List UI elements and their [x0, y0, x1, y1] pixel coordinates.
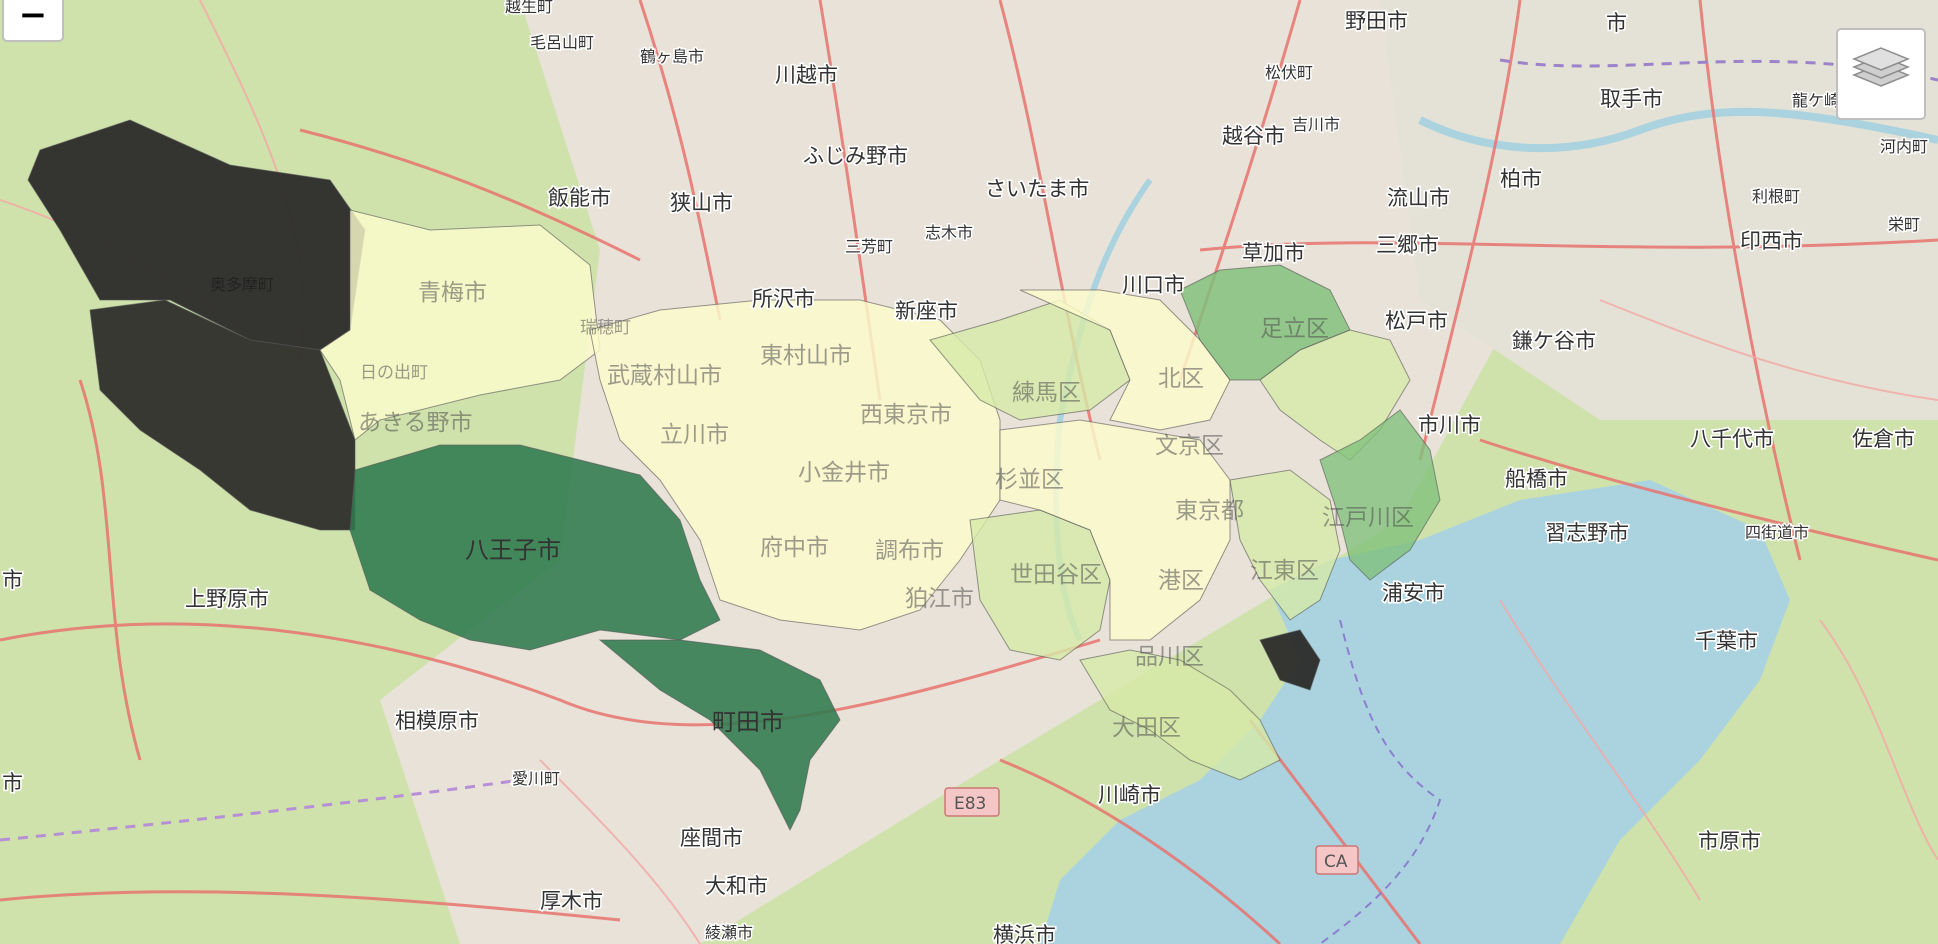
label-uenohara: 上野原市: [185, 587, 269, 611]
label-matsubushi: 松伏町: [1265, 63, 1313, 82]
label-ogose: 越生町: [505, 0, 553, 16]
label-machida: 町田市: [712, 708, 784, 736]
label-hachioji: 八王子市: [465, 536, 561, 564]
label-nagareyama: 流山市: [1387, 186, 1450, 210]
label-hanno: 飯能市: [548, 186, 611, 210]
label-aikawa: 愛川町: [512, 769, 560, 788]
label-edogawa: 江戸川区: [1322, 505, 1414, 531]
label-yoshikawa: 吉川市: [1292, 115, 1340, 134]
label-kita: 北区: [1158, 366, 1204, 392]
label-ichikawa: 市川市: [1418, 413, 1481, 437]
label-ichi-left: 市: [2, 568, 23, 592]
label-tachikawa: 立川市: [660, 422, 729, 448]
road-shield-e83: E83: [945, 788, 999, 816]
label-nishitokyo: 西東京市: [860, 402, 952, 428]
label-niiza: 新座市: [895, 299, 958, 323]
label-moroyama: 毛呂山町: [530, 33, 594, 52]
label-bunkyo: 文京区: [1155, 433, 1224, 459]
label-narashino: 習志野市: [1545, 521, 1629, 545]
label-adachi: 足立区: [1260, 316, 1329, 342]
label-komae: 狛江市: [905, 586, 974, 612]
label-atsugi: 厚木市: [540, 889, 603, 913]
label-kawasaki: 川崎市: [1098, 783, 1161, 807]
label-shinagawa: 品川区: [1135, 644, 1204, 670]
svg-text:CA: CA: [1324, 852, 1348, 872]
svg-text:E83: E83: [954, 794, 986, 814]
zoom-out-button[interactable]: −: [2, 0, 64, 42]
layers-button[interactable]: [1836, 28, 1926, 120]
label-akiruno: あきる野市: [358, 410, 473, 436]
label-kawachi: 河内町: [1880, 137, 1928, 156]
label-saitama: さいたま市: [985, 177, 1089, 201]
label-kawagoe: 川越市: [775, 63, 838, 87]
label-urayasu: 浦安市: [1382, 581, 1445, 605]
label-tokorozawa: 所沢市: [752, 287, 815, 311]
label-yokohama: 横浜市: [993, 923, 1056, 944]
label-koganei: 小金井市: [798, 460, 890, 486]
label-musashimurayama: 武蔵村山市: [607, 363, 722, 389]
label-soka: 草加市: [1242, 241, 1305, 265]
label-minato: 港区: [1158, 568, 1204, 594]
label-matsudo: 松戸市: [1385, 309, 1448, 333]
layers-icon: [1838, 30, 1924, 118]
label-kashiwa: 柏市: [1500, 167, 1542, 191]
label-yamato: 大和市: [705, 874, 768, 898]
label-zama: 座間市: [680, 826, 743, 850]
label-ome: 青梅市: [418, 280, 487, 306]
label-ichihara: 市原市: [1698, 829, 1761, 853]
label-hinode: 日の出町: [360, 363, 428, 383]
label-yotsukaido: 四街道市: [1745, 523, 1809, 542]
label-chiba: 千葉市: [1695, 629, 1758, 653]
label-tone: 利根町: [1752, 187, 1800, 206]
label-mizuho: 瑞穂町: [580, 318, 631, 338]
label-fujimino: ふじみ野市: [803, 144, 908, 168]
road-shield-ca: CA: [1316, 846, 1358, 874]
label-ryugasaki: 龍ケ崎: [1792, 91, 1840, 110]
label-ichi-left2: 市: [2, 771, 23, 795]
label-higashimurayama: 東村山市: [760, 343, 852, 369]
zoom-out-label: −: [4, 0, 62, 32]
label-noda: 野田市: [1345, 9, 1408, 33]
label-kamagaya: 鎌ケ谷市: [1512, 329, 1596, 353]
label-ayase: 綾瀬市: [705, 923, 753, 942]
label-ota: 大田区: [1112, 715, 1181, 741]
label-setagaya: 世田谷区: [1010, 562, 1102, 588]
label-funabashi: 船橋市: [1505, 467, 1568, 491]
label-sayama: 狭山市: [670, 191, 733, 215]
label-sakae: 栄町: [1888, 215, 1920, 234]
label-fuchu: 府中市: [760, 535, 829, 561]
label-miyoshi: 三芳町: [845, 237, 893, 256]
label-suginami: 杉並区: [995, 467, 1064, 493]
label-sakura: 佐倉市: [1852, 427, 1915, 451]
label-kawaguchi: 川口市: [1122, 273, 1185, 297]
label-ichi-top: 市: [1606, 11, 1627, 35]
label-nerima: 練馬区: [1012, 380, 1081, 406]
label-toride: 取手市: [1600, 87, 1663, 111]
label-shiki: 志木市: [925, 223, 973, 242]
label-tokyo: 東京都: [1175, 498, 1244, 524]
label-inzai: 印西市: [1740, 229, 1803, 253]
label-chofu: 調布市: [875, 538, 944, 564]
label-misato: 三郷市: [1376, 233, 1439, 257]
label-tsurugashima: 鶴ヶ島市: [640, 47, 704, 66]
label-sagamihara: 相模原市: [395, 709, 479, 733]
label-koto: 江東区: [1250, 558, 1319, 584]
label-koshigaya: 越谷市: [1222, 124, 1285, 148]
label-yachiyo: 八千代市: [1690, 427, 1774, 451]
label-okutama: 奥多摩町: [210, 275, 274, 294]
